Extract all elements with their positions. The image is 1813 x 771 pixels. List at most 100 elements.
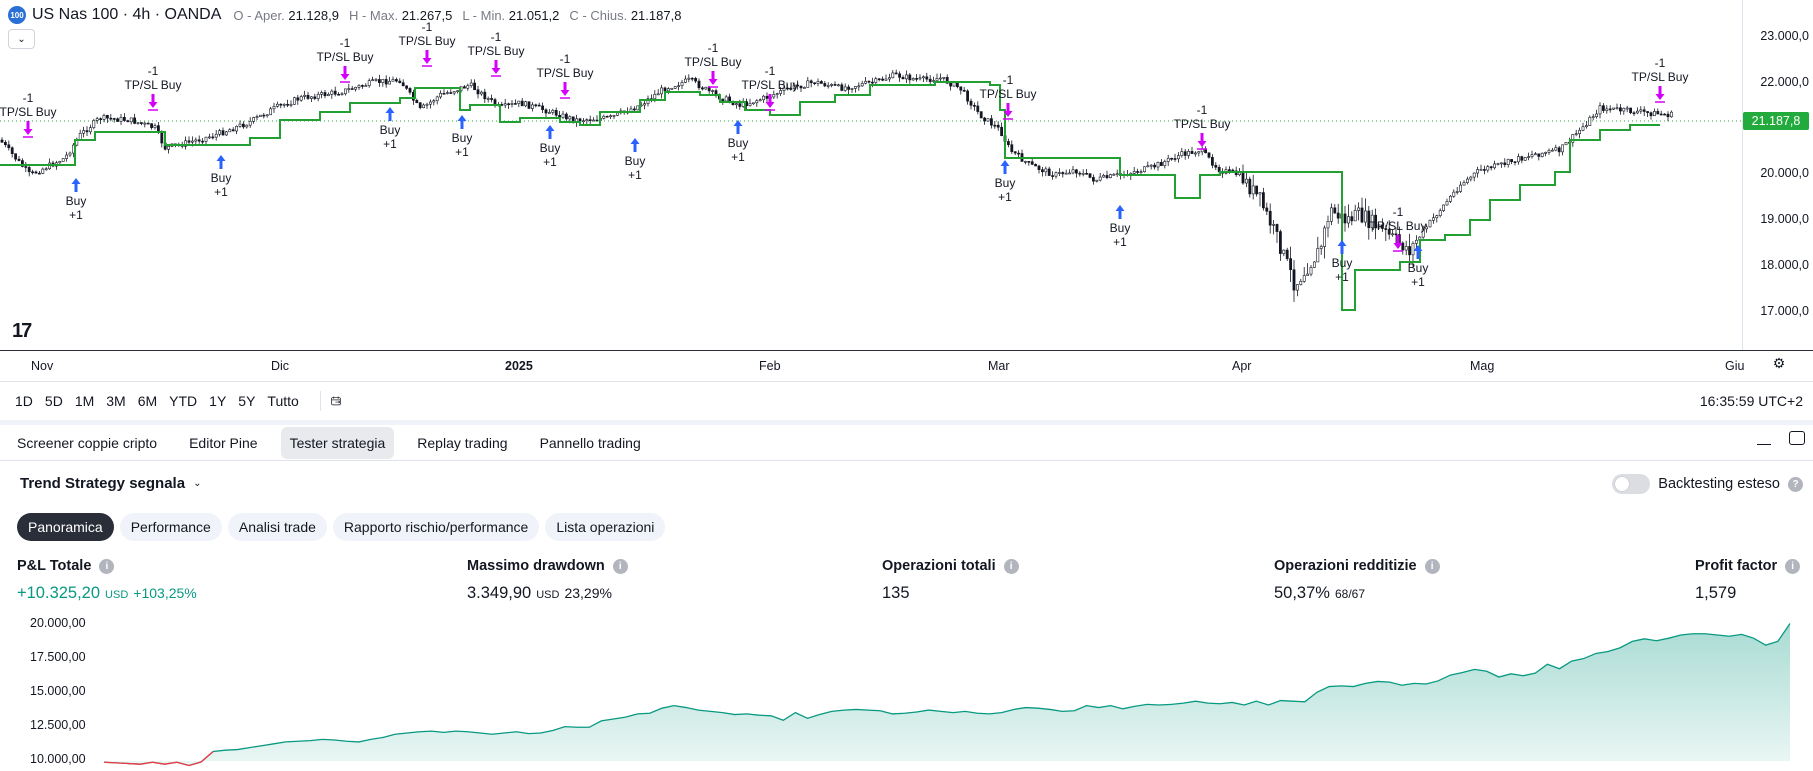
candle-body (789, 88, 793, 90)
candle-body (1058, 172, 1061, 174)
symbol-title[interactable]: US Nas 100 · 4h · OANDA (32, 6, 222, 23)
candle-body (486, 98, 490, 100)
candle-body (683, 78, 687, 83)
candle-body (1136, 171, 1140, 173)
candle-body (938, 77, 942, 80)
range-all-button[interactable]: Tutto (267, 392, 299, 409)
subtab-trade-analysis[interactable]: Analisi trade (227, 513, 327, 541)
price-chart[interactable]: Buy +1 Buy +1 Buy +1 Buy +1 Buy +1 Buy +1 Buy +1 Buy +1… (0, 0, 1813, 378)
candle-body (1309, 267, 1313, 275)
time-axis[interactable]: Nov Dic 2025 Feb Mar Apr Mag Giu (0, 350, 1813, 378)
range-5d-button[interactable]: 5D (44, 392, 63, 409)
tab-trading-panel[interactable]: Pannello trading (539, 434, 641, 451)
candle-body (473, 82, 477, 91)
candle-body (439, 93, 443, 98)
price-scale[interactable]: 23.000,0 22.000,0 20.000,0 19.000,0 18.0… (1742, 0, 1813, 350)
info-icon[interactable]: i (612, 558, 628, 574)
candle-body (320, 92, 324, 95)
candle-body (976, 105, 980, 112)
strategy-selector[interactable]: Trend Strategy segnala ⌄ (20, 475, 201, 492)
candle-body (602, 115, 606, 119)
range-ytd-button[interactable]: YTD (169, 392, 198, 409)
tester-sub-tabs: Panoramica Performance Analisi trade Rap… (17, 513, 666, 541)
exit-signal-arrow-icon (708, 71, 718, 85)
candle-body (309, 96, 313, 99)
candle-body (694, 78, 698, 82)
range-5y-button[interactable]: 5Y (238, 392, 256, 409)
tab-pine-editor[interactable]: Editor Pine (189, 434, 258, 451)
candle-body (663, 87, 667, 92)
candle-body (680, 82, 684, 87)
equity-area (104, 623, 1790, 766)
candle-body (1180, 151, 1184, 156)
candle-body (1319, 246, 1323, 249)
range-1m-button[interactable]: 1M (74, 392, 95, 409)
info-icon[interactable]: i (1424, 558, 1440, 574)
range-1d-button[interactable]: 1D (15, 392, 33, 409)
range-1y-button[interactable]: 1Y (209, 392, 227, 409)
deep-backtesting-toggle[interactable] (1612, 474, 1651, 494)
candle-body (476, 89, 480, 95)
candle-body (1425, 226, 1429, 230)
help-icon[interactable]: ? (1788, 476, 1803, 492)
price-tick: 20.000,0 (1760, 166, 1809, 180)
candle-body (507, 103, 511, 106)
info-icon[interactable]: i (1003, 558, 1019, 574)
candle-body (1605, 108, 1609, 111)
stat-profit-factor: Profit factor i 1,579 (1695, 558, 1801, 603)
candle-body (1503, 162, 1507, 165)
calendar-range-icon[interactable] (319, 390, 342, 411)
candle-body (979, 111, 983, 119)
buy-signal-label: Buy (625, 154, 646, 168)
candle-body (422, 104, 426, 109)
time-tick: Apr (1232, 359, 1252, 373)
tab-strategy-tester[interactable]: Tester strategia (280, 426, 395, 459)
legend-collapse-button[interactable]: ⌄ (8, 29, 35, 49)
candle-body (918, 77, 922, 80)
equity-chart[interactable] (0, 610, 1813, 771)
candle-body (530, 104, 534, 109)
candle-body (1452, 191, 1456, 197)
exit-signal-arrow-icon (340, 66, 350, 80)
subtab-trade-list[interactable]: Lista operazioni (545, 513, 666, 541)
panel-divider[interactable] (0, 420, 1813, 425)
gear-icon[interactable]: ⚙ (1772, 355, 1786, 371)
candle-body (537, 104, 541, 107)
candle-body (500, 104, 504, 106)
maximize-icon[interactable] (1789, 431, 1805, 445)
candle-body (853, 86, 857, 89)
strategy-name: Trend Strategy segnala (20, 475, 186, 492)
subtab-performance[interactable]: Performance (119, 513, 222, 541)
timezone-clock[interactable]: 16:35:59 UTC+2 (1699, 393, 1803, 409)
candle-body (1646, 111, 1650, 113)
candle-body (456, 90, 460, 92)
candle-body (1387, 229, 1391, 235)
candle-body (1639, 109, 1643, 112)
candle-body (350, 88, 354, 90)
candle-body (1442, 204, 1446, 211)
info-icon[interactable]: i (1785, 558, 1801, 574)
candle-body (1438, 210, 1442, 216)
subtab-overview[interactable]: Panoramica (17, 513, 114, 541)
minimize-icon[interactable] (1757, 431, 1771, 445)
candle-body (1367, 210, 1371, 229)
tab-replay-trading[interactable]: Replay trading (417, 434, 508, 451)
tradingview-logo[interactable]: 17 (12, 320, 32, 342)
range-6m-button[interactable]: 6M (137, 392, 158, 409)
exit-signal-label: TP/SL Buy (1174, 117, 1231, 131)
subtab-risk-ratio[interactable]: Rapporto rischio/performance (332, 513, 540, 541)
exit-signal-qty: -1 (708, 41, 719, 55)
candle-body (758, 99, 762, 102)
candle-body (442, 93, 446, 95)
tab-crypto-screener[interactable]: Screener coppie cripto (17, 434, 158, 451)
time-tick: Giu (1725, 359, 1745, 373)
candle-body (524, 101, 528, 107)
chevron-down-icon: ⌄ (17, 33, 26, 45)
candle-body (1591, 116, 1595, 118)
candle-body (850, 88, 854, 90)
range-3m-button[interactable]: 3M (106, 392, 126, 409)
info-icon[interactable]: i (99, 558, 115, 574)
candle-body (581, 120, 585, 123)
candle-body (78, 132, 82, 140)
